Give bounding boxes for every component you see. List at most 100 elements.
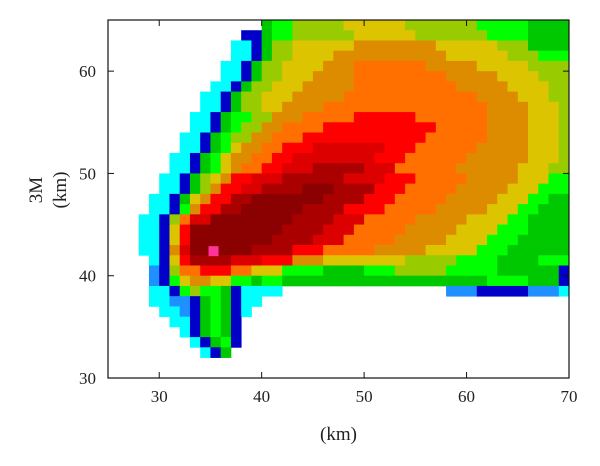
heatmap-cell (415, 214, 467, 225)
heatmap-cell (179, 265, 201, 277)
heatmap-cell (425, 101, 488, 113)
heatmap-cell (230, 275, 252, 287)
heatmap-cell (230, 50, 252, 62)
heatmap-cell (364, 265, 396, 277)
heatmap-cell (548, 81, 570, 92)
heatmap-cell (159, 245, 170, 256)
heatmap-cell (261, 101, 283, 113)
x-axis-label: (km) (320, 424, 357, 445)
heatmap-cell (230, 306, 242, 318)
heatmap-cell (435, 122, 488, 133)
heatmap-cell (200, 163, 211, 174)
heatmap-cell (374, 183, 406, 195)
heatmap-cell (517, 204, 539, 215)
heatmap-cell (148, 255, 160, 266)
heatmap-cell (261, 71, 283, 82)
heatmap-cell (394, 234, 447, 246)
heatmap-cell (210, 296, 222, 307)
heatmap-cell (333, 183, 375, 195)
heatmap-cell (230, 296, 242, 307)
heatmap-cell (558, 285, 570, 297)
heatmap-cell (364, 275, 416, 287)
heatmap-cell (528, 193, 549, 205)
heatmap-cell (220, 285, 232, 297)
heatmap-cell (456, 224, 498, 236)
heatmap-cell (179, 204, 191, 215)
source-marker (208, 246, 219, 257)
heatmap-cell (353, 224, 406, 236)
heatmap-cell (159, 306, 181, 318)
heatmap-cell (528, 122, 560, 133)
heatmap-cell (169, 316, 191, 328)
heatmap-cell (251, 193, 324, 205)
heatmap-cell (169, 245, 181, 256)
heatmap-cell (261, 142, 283, 154)
heatmap-cell (220, 122, 232, 133)
heatmap-cell (497, 255, 539, 266)
heatmap-cell (507, 50, 539, 62)
heatmap-cell (261, 20, 273, 31)
heatmap-cell (200, 337, 211, 348)
heatmap-cell (487, 275, 529, 287)
heatmap-cell (292, 255, 324, 266)
heatmap-cell (497, 224, 529, 236)
heatmap-cell (558, 132, 570, 144)
heatmap-cell (282, 224, 324, 236)
y-axis-label-bottom: (km) (50, 172, 71, 209)
heatmap-cell (538, 71, 570, 82)
heatmap-cell (323, 60, 355, 72)
heatmap-cell (415, 30, 488, 41)
heatmap-cell (282, 163, 314, 174)
heatmap-cell (220, 183, 242, 195)
heatmap-cell (230, 316, 242, 328)
heatmap-cell (189, 152, 201, 164)
heatmap-cell (528, 214, 570, 225)
heatmap-cell (343, 173, 385, 185)
heatmap-cell (241, 306, 252, 318)
heatmap-cell (200, 101, 222, 113)
heatmap-cell (138, 224, 160, 236)
heatmap-cell (271, 234, 314, 246)
axis-ticks (108, 20, 570, 379)
heatmap-cell (271, 20, 293, 31)
heatmap-cell (394, 163, 457, 174)
heatmap-cell (446, 193, 498, 205)
heatmap-cell (497, 40, 529, 52)
heatmap-cell (323, 224, 355, 236)
heatmap-cell (507, 81, 549, 92)
heatmap-cell (189, 193, 201, 205)
heatmap-cell (282, 142, 314, 154)
heatmap-cell (538, 204, 570, 215)
heatmap-cell (487, 132, 529, 144)
heatmap-cell (179, 306, 191, 318)
heatmap-cell (210, 112, 222, 123)
heatmap-cell (282, 173, 345, 185)
heatmap-cell (189, 316, 201, 328)
heatmap-cell (353, 112, 416, 123)
heatmap-cell (159, 255, 170, 266)
heatmap-cell (282, 265, 324, 277)
heatmap-cell (312, 234, 345, 246)
heatmap-cell (302, 132, 396, 144)
heatmap-cell (241, 30, 263, 41)
heatmap-cell (405, 152, 467, 164)
heatmap-cell (169, 234, 181, 246)
heatmap-cell (292, 91, 345, 103)
heatmap-cell (210, 142, 222, 154)
heatmap-cell (138, 245, 160, 256)
heatmap-cell (517, 173, 549, 185)
heatmap-cell (353, 60, 426, 72)
heatmap-cell (241, 60, 252, 72)
heatmap-cell (261, 122, 283, 133)
heatmap-cell (210, 316, 222, 328)
heatmap-cell (200, 193, 211, 205)
source-marker-layer (208, 246, 219, 257)
heatmap-cell (333, 214, 365, 225)
heatmap-cell (179, 245, 191, 256)
heatmap-cell (210, 306, 222, 318)
x-tick-label: 60 (458, 387, 475, 406)
heatmap-cell (200, 183, 211, 195)
heatmap-cell (517, 234, 570, 246)
heatmap-cell (476, 20, 529, 31)
